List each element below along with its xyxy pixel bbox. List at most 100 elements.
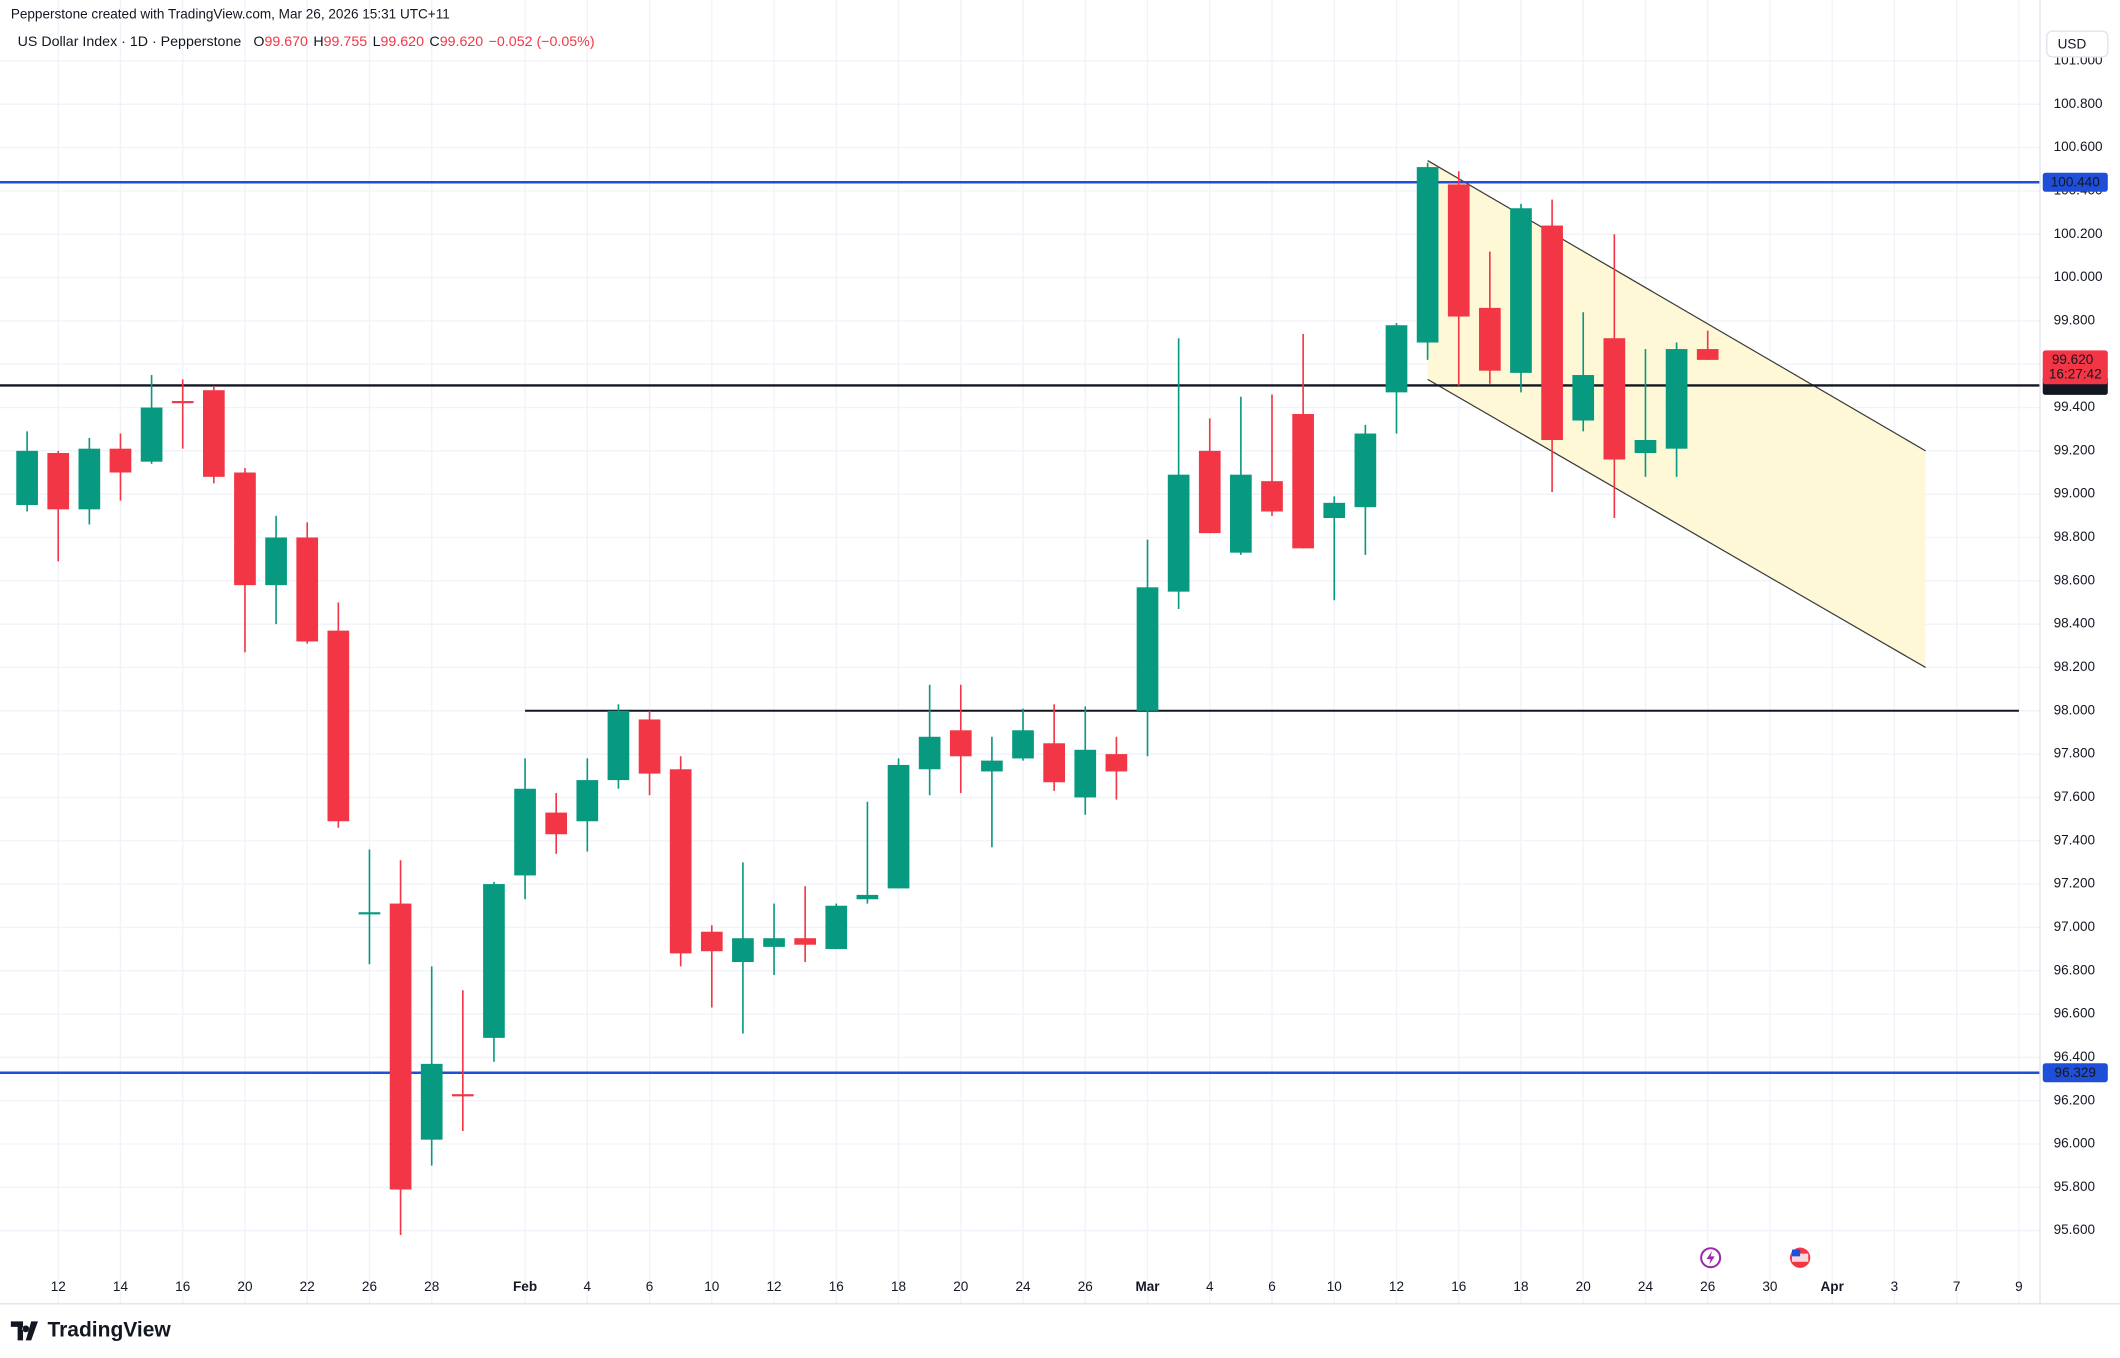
candle-body [327,630,350,822]
candle-body [1416,167,1439,343]
candle-body [451,1094,474,1097]
currency-box[interactable] [2046,30,2109,58]
legend-change: −0.052 (−0.05%) [489,34,595,50]
candle-body [358,912,381,915]
x-tick-label: 16 [175,1279,190,1294]
logo-text: TradingView [47,1318,171,1341]
x-tick-label: 4 [1206,1279,1214,1294]
candle-body [887,764,910,889]
candle-body [16,450,38,506]
y-tick-label: 99.800 [2054,312,2095,327]
x-tick-label: 4 [584,1279,592,1294]
price-label-box [2042,1063,2108,1083]
legend-title: US Dollar Index · 1D · Pepperstone [18,34,242,50]
x-tick-label: 26 [1700,1279,1715,1294]
event-icon-bolt [1706,1250,1715,1265]
y-tick-label: 96.800 [2054,962,2095,977]
candle-body [1105,754,1128,772]
candle-body [47,453,70,510]
legend-key: L [373,34,381,50]
x-tick-label: 24 [1015,1279,1031,1294]
x-tick-label: 3 [1891,1279,1899,1294]
candle-body [1479,307,1501,371]
x-tick-label: 24 [1638,1279,1654,1294]
candle-body [669,769,692,954]
y-tick-label: 100.000 [2054,269,2103,284]
x-tick-label: 18 [1513,1279,1528,1294]
candle-body [856,894,879,900]
candle-body [78,448,101,510]
candle-body [234,472,256,586]
candle-body [109,448,132,473]
x-tick-label: 12 [1389,1279,1404,1294]
logo-mark [10,1321,38,1341]
y-tick-label: 97.400 [2054,832,2095,847]
x-tick-label: Mar [1135,1279,1160,1294]
channel-line [1427,378,1926,668]
y-tick-label: 98.800 [2054,529,2095,544]
y-tick-label: 97.200 [2054,876,2095,891]
candle-body [576,780,599,822]
candle-body [1198,450,1221,534]
candle-body [1572,375,1595,421]
x-tick-label: 18 [891,1279,906,1294]
currency[interactable]: USD [2058,36,2087,51]
y-tick-label: 95.600 [2054,1222,2095,1237]
price-label: 100.440 [2051,175,2100,190]
x-tick-label: 10 [1327,1279,1342,1294]
x-tick-label: Apr [1821,1279,1845,1294]
candle-body [949,730,972,757]
x-tick-label: 20 [237,1279,252,1294]
y-tick-label: 98.600 [2054,572,2095,587]
candle-body [1167,474,1190,592]
x-tick-label: 20 [953,1279,968,1294]
legend-key: O [253,34,264,50]
legend-value: 99.755 [324,34,368,50]
tradingview-logo: TradingView [10,1318,171,1341]
candle-body [420,1063,443,1140]
last-price-box [2042,350,2108,385]
y-tick-label: 100.200 [2054,226,2103,241]
candle-body [700,931,723,952]
candle-body [638,719,661,774]
candle-body [825,905,848,950]
candle-body [1354,433,1377,508]
candle-body [1603,338,1626,460]
last-price-label: 99.620 [2052,352,2093,367]
y-tick-label: 96.600 [2054,1006,2095,1021]
y-tick-label: 98.200 [2054,659,2095,674]
candle-body [1385,325,1408,393]
labels: 95.600 95.800 96.000 96.200 96.400 96.600 96.8… [51,53,2108,1294]
y-tick-label: 97.800 [2054,746,2095,761]
x-tick-label: 20 [1576,1279,1591,1294]
y-tick-label: 99.200 [2054,442,2095,457]
candle-body [514,788,536,876]
x-tick-label: 7 [1953,1279,1961,1294]
candle-body [140,407,163,462]
candle-body [171,401,194,404]
y-tick-label: 98.000 [2054,702,2095,717]
candle-body [265,537,287,586]
candle-body [1323,502,1346,518]
candle-body [794,938,817,945]
candle-body [763,938,785,947]
candle-body [607,710,630,781]
candle-body [1292,414,1314,549]
candle-body [202,390,225,477]
attribution: Pepperstone created with TradingView.com… [11,6,450,21]
candle-body [1074,749,1097,798]
legend-key: H [313,34,323,50]
legend-value: 99.670 [264,34,308,50]
candle-body [1261,481,1283,512]
candle-body [1136,587,1159,711]
candle-body [1696,349,1719,360]
candle-body [918,736,941,770]
y-tick-label: 96.200 [2054,1092,2095,1107]
y-tick-label: 100.600 [2054,139,2103,154]
candle-body [1447,184,1470,317]
countdown: 16:27:42 [2049,366,2102,381]
candle-body [296,537,319,642]
candle-body [981,760,1003,772]
